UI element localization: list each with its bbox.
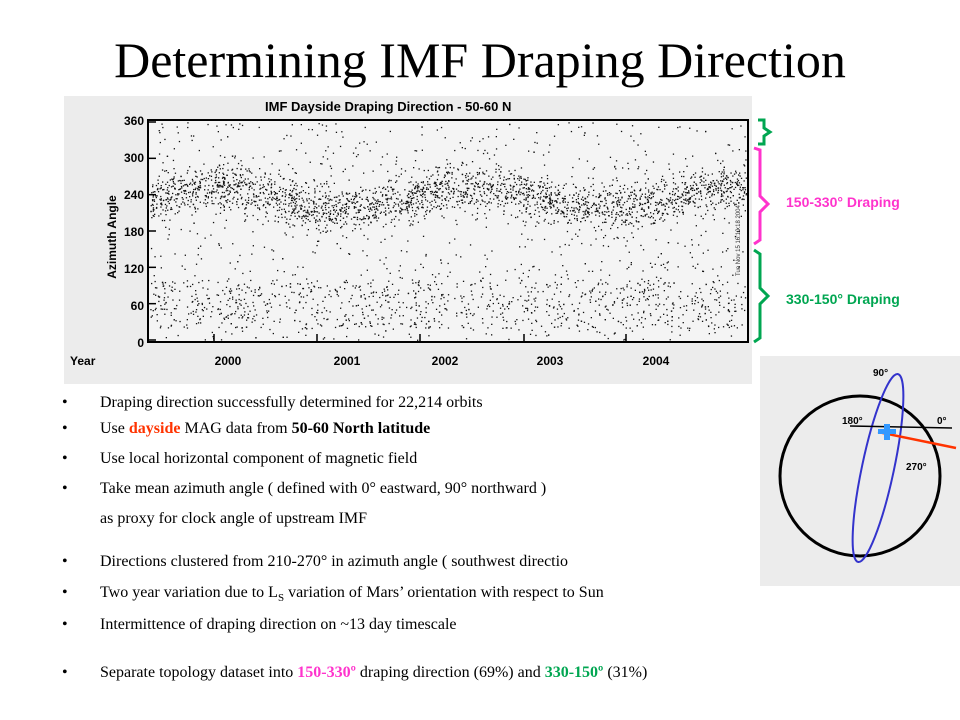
scatter-points xyxy=(150,122,748,341)
y-tick-label: 60 xyxy=(130,299,144,313)
x-tick-label: 2000 xyxy=(214,354,242,368)
bullet-text-part: Separate topology dataset into xyxy=(100,664,298,681)
bullet-text-part: Two year variation due to L xyxy=(100,584,278,601)
angle-label-180: 180° xyxy=(842,416,863,427)
bullet-text: as proxy for clock angle of upstream IMF xyxy=(100,510,368,527)
angle-label-0: 0° xyxy=(937,416,947,427)
y-tick-label: 360 xyxy=(123,114,144,128)
bullet-text: Draping direction successfully determine… xyxy=(100,394,483,411)
bullet-text: Separate topology dataset into 150-330º … xyxy=(100,664,647,682)
bullet-text-part: (31%) xyxy=(603,664,648,681)
bullet-text: Use dayside MAG data from 50-60 North la… xyxy=(100,420,430,438)
y-tick-label: 300 xyxy=(123,151,144,165)
slide-title: Determining IMF Draping Direction xyxy=(114,32,846,88)
bullet-dot: • xyxy=(62,420,68,437)
bullet-text-part: MAG data from xyxy=(180,420,292,437)
axis-ticks xyxy=(148,121,627,342)
bullet-text: Two year variation due to LS variation o… xyxy=(100,584,604,604)
green-range: 330-150º xyxy=(544,664,604,681)
upper-draping-label: 150-330° Draping xyxy=(786,194,900,210)
orientation-diagram xyxy=(760,356,960,586)
x-tick-label: 2001 xyxy=(333,354,361,368)
angle-label-90: 90° xyxy=(873,368,889,379)
plot-side-note: Tue Nov 15 16:10:18 2004 xyxy=(736,205,742,276)
bullet-dot: • xyxy=(62,584,68,601)
bullet-dot: • xyxy=(62,450,68,467)
azimuth-scatter-plot: Tue Nov 15 16:10:18 2004 xyxy=(147,119,749,343)
magenta-range: 150-330º xyxy=(297,664,356,681)
x-tick-label: 2002 xyxy=(431,354,459,368)
angle-label-270: 270° xyxy=(906,462,927,473)
position-marker-cross xyxy=(878,429,896,434)
bullet-dot: • xyxy=(62,553,68,570)
magenta-bracket xyxy=(753,146,771,246)
lower-draping-label: 330-150° Draping xyxy=(786,291,900,307)
bullet-text: Directions clustered from 210-270° in az… xyxy=(100,553,569,570)
x-tick-label: 2003 xyxy=(536,354,564,368)
bullet-text: Intermittence of draping direction on ~1… xyxy=(100,616,457,633)
y-tick-label: 180 xyxy=(123,225,144,239)
draping-brackets xyxy=(753,118,773,344)
diagram-background xyxy=(760,356,960,586)
horizontal-axis-line xyxy=(849,425,953,429)
mars-circle xyxy=(778,394,942,558)
bullet-dot: • xyxy=(62,616,68,633)
orbit-ellipse xyxy=(851,373,905,563)
bullet-text: Use local horizontal component of magnet… xyxy=(100,450,418,467)
draping-direction-line xyxy=(877,430,957,450)
y-tick-label: 0 xyxy=(137,336,144,350)
latitude-highlight: 50-60 North latitude xyxy=(291,420,431,437)
bullet-text-part: draping direction (69%) and xyxy=(355,664,545,681)
x-tick-label: 2004 xyxy=(642,354,670,368)
plot-frame xyxy=(147,119,749,343)
plot-title: IMF Dayside Draping Direction - 50-60 N xyxy=(265,99,512,114)
bullet-text-part: Use xyxy=(100,420,129,437)
green-bracket xyxy=(753,248,771,344)
bullet-dot: • xyxy=(62,394,68,411)
y-tick-label: 120 xyxy=(123,262,144,276)
bullet-text: Take mean azimuth angle ( defined with 0… xyxy=(100,480,547,497)
x-axis-label: Year xyxy=(70,354,96,368)
bullet-dot: • xyxy=(62,480,68,497)
bullet-dot: • xyxy=(62,664,68,681)
y-tick-label: 240 xyxy=(123,188,144,202)
top-green-bracket xyxy=(758,118,773,146)
dayside-highlight: dayside xyxy=(128,420,181,437)
bullet-text-part: variation of Mars’ orientation with resp… xyxy=(284,584,604,601)
subscript: S xyxy=(277,592,285,605)
